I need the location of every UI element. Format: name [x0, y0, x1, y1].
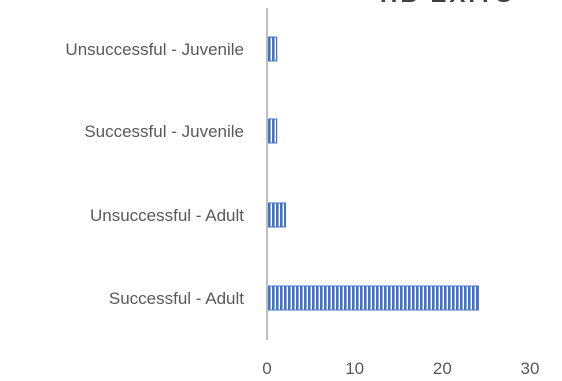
x-axis-ticks: 0 10 20 30	[262, 359, 539, 378]
category-label: Successful - Juvenile	[84, 122, 244, 141]
bar-successful-juvenile	[267, 118, 278, 144]
bar-unsuccessful-adult	[267, 202, 287, 228]
category-label: Successful - Adult	[109, 289, 244, 308]
x-tick-label: 0	[262, 359, 271, 378]
bar-successful-adult	[267, 285, 479, 311]
x-tick-label: 30	[521, 359, 540, 378]
category-label: Unsuccessful - Adult	[90, 206, 244, 225]
x-tick-label: 10	[345, 359, 364, 378]
chart-title: HB EXITS	[380, 0, 515, 8]
x-tick-label: 20	[433, 359, 452, 378]
category-label: Unsuccessful - Juvenile	[65, 40, 244, 59]
bars-group	[267, 36, 479, 311]
category-labels: Unsuccessful - Juvenile Successful - Juve…	[65, 40, 244, 308]
bar-unsuccessful-juvenile	[267, 36, 278, 62]
